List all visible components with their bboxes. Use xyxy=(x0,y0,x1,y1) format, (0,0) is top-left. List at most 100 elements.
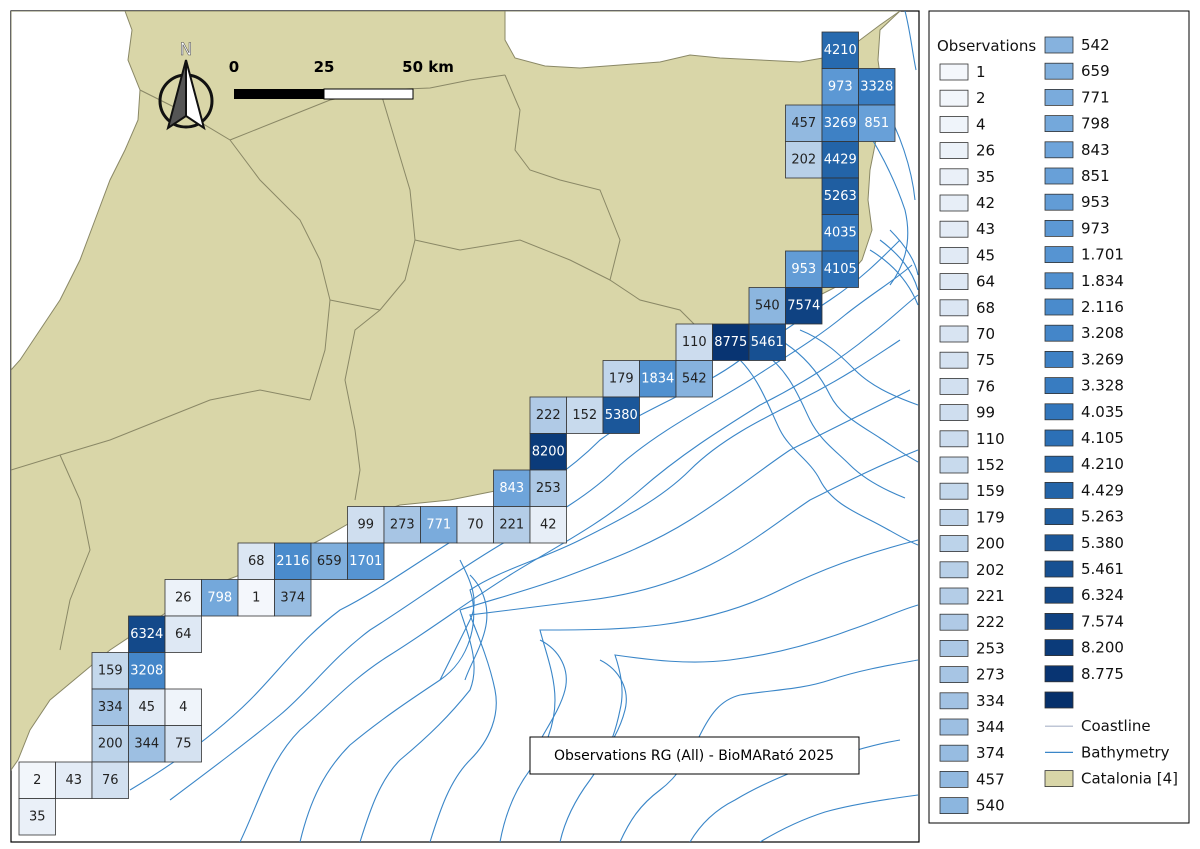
grid-cell-value: 45 xyxy=(138,700,155,715)
grid-cell-value: 4210 xyxy=(824,43,857,58)
legend-swatch xyxy=(939,718,969,736)
grid-cell-value: 221 xyxy=(499,517,524,532)
grid-cell xyxy=(785,287,823,325)
grid-cell xyxy=(128,688,166,726)
legend-label: 8.775 xyxy=(1081,665,1124,683)
grid-cell xyxy=(237,542,275,580)
legend-swatch xyxy=(1044,350,1074,368)
grid-cell-value: 3328 xyxy=(860,79,893,94)
grid-cell xyxy=(420,506,458,544)
legend-swatch xyxy=(1044,167,1074,185)
legend-swatch xyxy=(939,351,969,369)
grid-cell-value: 6324 xyxy=(130,627,163,642)
grid-cell-value: 4105 xyxy=(824,262,857,277)
grid-cell-value: 334 xyxy=(98,700,123,715)
grid-cell xyxy=(748,287,786,325)
grid-cell-value: 2116 xyxy=(276,554,309,569)
legend-swatch xyxy=(939,535,969,552)
grid-cell-value: 5380 xyxy=(605,408,638,423)
legend-swatch xyxy=(939,587,969,605)
legend-label: 5.461 xyxy=(1081,560,1124,578)
grid-cell-value: 43 xyxy=(65,773,82,788)
legend-label: 2.116 xyxy=(1081,298,1124,316)
legend-swatch xyxy=(1044,246,1074,264)
legend-label: 771 xyxy=(1081,88,1110,106)
legend-items: 1 2 4 26 35 42 43 45 64 68 70 75 76 99 110 152 159 179 200… xyxy=(939,36,1178,815)
legend-swatch xyxy=(939,797,969,814)
legend-swatch xyxy=(1044,403,1074,421)
legend-label: Bathymetry xyxy=(1081,743,1170,761)
legend-swatch xyxy=(939,404,969,422)
grid-cell xyxy=(785,104,823,142)
grid-cell xyxy=(493,469,531,507)
legend-label: 99 xyxy=(976,404,995,422)
grid-cell xyxy=(128,652,166,690)
grid-cell-value: 771 xyxy=(426,517,451,532)
legend-swatch xyxy=(1044,613,1074,630)
legend-swatch xyxy=(939,299,969,317)
legend-label: 542 xyxy=(1081,36,1110,54)
legend-swatch xyxy=(1044,429,1074,447)
legend-label: 202 xyxy=(976,561,1005,579)
legend-label: 5.263 xyxy=(1081,508,1124,526)
north-arrow-icon: N xyxy=(158,40,214,131)
grid-cell-value: 253 xyxy=(536,481,561,496)
legend-label: 798 xyxy=(1081,115,1110,133)
grid-cell-value: 8775 xyxy=(714,335,747,350)
legend-swatch xyxy=(1044,272,1074,290)
legend-swatch xyxy=(939,377,969,395)
legend-label: 4 xyxy=(976,115,986,133)
legend-label: 659 xyxy=(1081,62,1110,80)
grid-cell-value: 99 xyxy=(357,517,374,532)
legend-swatch xyxy=(1044,89,1074,106)
grid-cell xyxy=(821,250,859,288)
grid-cell-value: 64 xyxy=(175,627,192,642)
grid-cell xyxy=(91,761,129,799)
grid-cell xyxy=(529,469,567,507)
legend-label: 253 xyxy=(976,639,1005,657)
grid-cell-value: 542 xyxy=(682,371,707,386)
legend-swatch xyxy=(939,63,969,81)
legend-swatch xyxy=(1044,298,1074,316)
grid-cell-value: 202 xyxy=(791,152,816,167)
grid-cell xyxy=(675,360,713,398)
legend-swatch xyxy=(1044,62,1074,80)
grid-cell xyxy=(347,542,385,580)
legend-label: 4.035 xyxy=(1081,403,1124,421)
grid-cell xyxy=(858,104,896,142)
grid-cell-value: 110 xyxy=(682,335,707,350)
legend-label: 200 xyxy=(976,535,1005,553)
legend-swatch xyxy=(1044,691,1074,709)
legend-label: 851 xyxy=(1081,167,1110,185)
legend-label: 152 xyxy=(976,456,1005,474)
legend-swatch xyxy=(1044,481,1074,499)
grid-cell xyxy=(456,506,494,544)
grid-cell xyxy=(821,68,859,106)
grid-cell xyxy=(529,506,567,544)
title-box xyxy=(529,736,860,775)
legend-swatch xyxy=(939,273,969,291)
legend-swatch xyxy=(939,744,969,762)
north-label: N xyxy=(180,40,193,60)
legend-swatch xyxy=(1044,193,1074,211)
legend-swatch xyxy=(939,325,969,343)
legend-label: 273 xyxy=(976,666,1005,684)
map-title: Observations RG (All) - BioMARató 2025 xyxy=(554,748,834,764)
legend-label: 843 xyxy=(1081,141,1110,159)
legend-label: 75 xyxy=(976,351,995,369)
legend-swatch xyxy=(939,194,969,212)
legend-label: 42 xyxy=(976,194,995,212)
grid-cell-value: 42 xyxy=(540,517,557,532)
legend-swatch xyxy=(1044,560,1074,578)
legend-label: 179 xyxy=(976,508,1005,526)
grid-cell-value: 3269 xyxy=(824,116,857,131)
legend-swatch xyxy=(939,246,969,264)
legend-heading: Observations xyxy=(937,37,1036,55)
legend-label: 4.105 xyxy=(1081,429,1124,447)
legend-swatch xyxy=(1044,586,1074,604)
grid-cell-value: 2 xyxy=(33,773,41,788)
legend-label: 5.380 xyxy=(1081,534,1124,552)
legend-swatch xyxy=(1044,455,1074,473)
legend-label: 4.210 xyxy=(1081,455,1124,473)
grid-cell xyxy=(310,542,348,580)
